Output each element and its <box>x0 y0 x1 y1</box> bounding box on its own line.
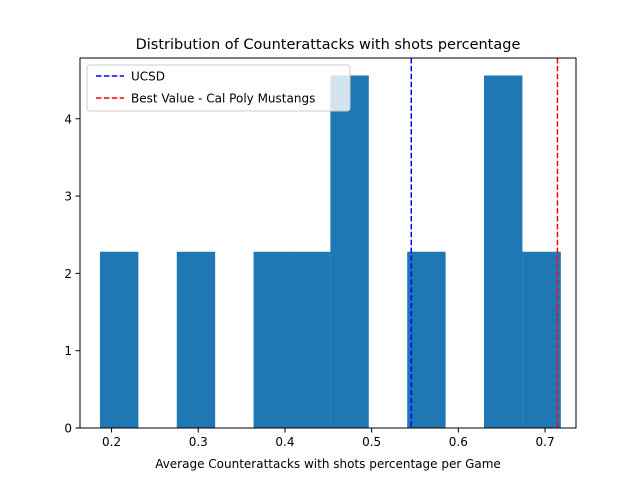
legend-ucsd-label: UCSD <box>131 70 165 84</box>
histogram-bar <box>330 75 369 428</box>
histogram-bar <box>291 251 331 428</box>
y-tick-label: 2 <box>64 267 72 281</box>
reference-lines-group <box>410 58 559 428</box>
x-tick-label: 0.3 <box>189 435 208 449</box>
histogram-bar <box>522 251 561 428</box>
x-tick-label: 0.6 <box>449 435 468 449</box>
x-axis-label: Average Counterattacks with shots percen… <box>155 457 501 471</box>
y-tick-label: 1 <box>64 344 72 358</box>
histogram-bar <box>484 75 523 428</box>
legend-best-value-label: Best Value - Cal Poly Mustangs <box>131 92 315 106</box>
x-tick-label: 0.4 <box>275 435 294 449</box>
legend-box <box>86 64 351 112</box>
y-tick-label: 0 <box>64 422 72 436</box>
x-axis-ticks: 0.2 0.3 0.4 0.5 0.6 0.7 <box>102 428 555 449</box>
y-axis-ticks: 0 1 2 3 4 <box>64 112 80 436</box>
chart-title: Distribution of Counterattacks with shot… <box>136 37 521 53</box>
histogram-bar <box>253 251 292 428</box>
histogram-bar <box>407 251 446 428</box>
x-tick-label: 0.2 <box>102 435 121 449</box>
histogram-bar <box>99 251 139 428</box>
bars-group <box>99 75 561 428</box>
x-tick-label: 0.7 <box>536 435 555 449</box>
plot-frame <box>79 57 577 429</box>
x-tick-label: 0.5 <box>362 435 381 449</box>
legend: UCSD Best Value - Cal Poly Mustangs <box>86 64 351 112</box>
histogram-bar <box>176 251 216 428</box>
y-tick-label: 3 <box>64 190 72 204</box>
y-tick-label: 4 <box>64 112 72 126</box>
